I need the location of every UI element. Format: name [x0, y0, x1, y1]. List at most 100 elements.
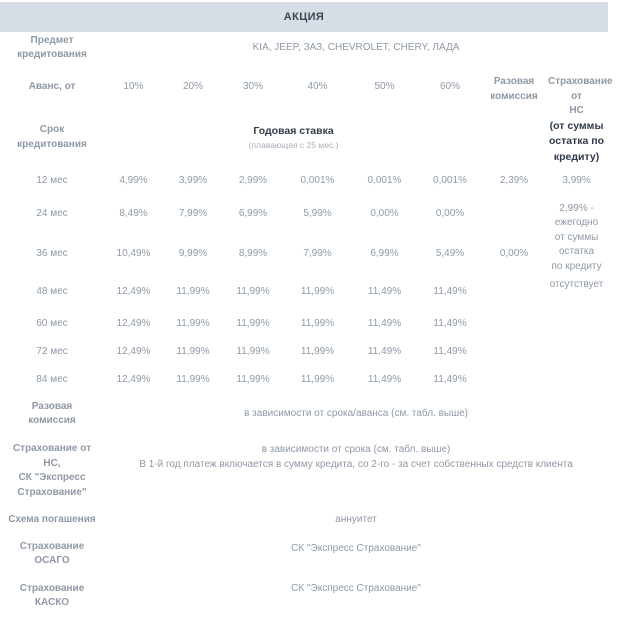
rate-60-60: 11,49%: [433, 318, 467, 329]
credit-terms-table: Предмет кредитования KIA, JEEP, ЗАЗ, CHEV…: [0, 32, 613, 618]
rate-48-10: 12,49%: [116, 286, 151, 297]
rate-12-60: 0,001%: [433, 174, 467, 186]
table-row-accident-insurance: Страхование от НС, СК "Экспресс Страхование…: [0, 434, 608, 506]
row-label-subject-text: Предмет кредитования: [17, 34, 87, 61]
table-row: 84 мес 12,49% 11,99% 11,99% 11,99% 11,49…: [0, 366, 608, 394]
advance-col-3: 30%: [223, 64, 283, 110]
row-label-kasko: Страхование КАСКО: [0, 574, 104, 618]
rate-48-30: 11,99%: [236, 286, 270, 297]
term-label-48: 48 мес: [36, 286, 68, 297]
table-row: 12 мес 4,99% 3,99% 2,99% 0,001% 0,001% 0…: [0, 166, 608, 196]
table-row-repayment-scheme: Схема погашения аннуитет: [0, 506, 608, 534]
row-label-repayment-scheme-text: Схема погашения: [8, 514, 96, 525]
rate-72-10: 12,49%: [116, 346, 151, 357]
rate-36-50: 6,99%: [370, 247, 399, 259]
rate-36-30: 8,99%: [238, 247, 268, 259]
term-label-60: 60 мес: [36, 318, 68, 329]
fee-48: [483, 274, 545, 310]
promo-title: АКЦИЯ: [283, 11, 325, 23]
table-row: 60 мес 12,49% 11,99% 11,99% 11,99% 11,49…: [0, 310, 608, 338]
advance-col-1-label: 10%: [123, 80, 144, 92]
rate-84-50: 11,49%: [367, 374, 402, 385]
promo-banner: АКЦИЯ: [0, 2, 608, 32]
row-label-repayment-scheme: Схема погашения: [0, 506, 104, 534]
rate-72-40: 11,99%: [300, 346, 335, 357]
table-row: 72 мес 12,49% 11,99% 11,99% 11,99% 11,49…: [0, 338, 608, 366]
row-label-term: Срок кредитования: [0, 110, 104, 166]
rate-36-60: 5,49%: [435, 247, 465, 259]
insurance-column-header: Страхование от НС (от суммы остатка по кред…: [545, 64, 613, 166]
rate-24-50: 0,00%: [370, 208, 399, 220]
rate-84-10: 12,49%: [116, 374, 151, 385]
fee-60: [483, 310, 545, 338]
fee-24: [483, 196, 545, 234]
rate-12-30: 2,99%: [238, 174, 268, 186]
table-row-kasko: Страхование КАСКО СК "Экспресс Страховани…: [0, 574, 608, 618]
rate-84-20: 11,99%: [176, 374, 210, 385]
row-label-subject: Предмет кредитования: [0, 32, 104, 64]
advance-col-3-label: 30%: [242, 80, 263, 92]
row-label-advance-text: Аванс, от: [28, 80, 76, 92]
rate-12-20: 3,99%: [178, 174, 208, 186]
rate-48-20: 11,99%: [176, 286, 210, 297]
row-label-one-time-fee-text: Разовая комиссия: [28, 400, 76, 427]
advance-col-1: 10%: [104, 64, 163, 110]
table-row-advance-header: Аванс, от 10% 20% 30% 40% 50% 60% Разова…: [0, 64, 613, 163]
insurance-column-header-title: Страхование от НС: [548, 76, 613, 116]
table-row-one-time-fee: Разовая комиссия в зависимости от срока/а…: [0, 394, 608, 434]
kasko-value: СК "Экспресс Страхование": [291, 583, 421, 595]
rate-12-50: 0,001%: [367, 174, 402, 186]
row-label-osago-text: Страхование ОСАГО: [19, 540, 85, 567]
row-label-accident-insurance: Страхование от НС, СК "Экспресс Страхование…: [0, 434, 104, 506]
advance-col-5-label: 50%: [374, 80, 395, 92]
repayment-scheme-value: аннуитет: [335, 514, 377, 525]
annual-rate-header: Годовая ставка (плавающая с 25 мес.): [104, 110, 483, 166]
row-label-advance: Аванс, от: [0, 64, 104, 110]
rate-48-50: 11,49%: [367, 286, 402, 297]
fee-12: 2,39%: [499, 174, 529, 186]
annual-rate-subtitle: (плавающая с 25 мес.): [248, 140, 339, 151]
row-label-kasko-text: Страхование КАСКО: [19, 582, 85, 609]
table-row-term-header: Срок кредитования Годовая ставка (плавающ…: [0, 110, 608, 166]
rate-60-20: 11,99%: [176, 318, 210, 329]
rate-36-10: 10,49%: [116, 247, 151, 259]
rate-72-30: 11,99%: [236, 346, 270, 357]
one-time-fee-value: в зависимости от срока/аванса (см. табл.…: [244, 408, 468, 419]
advance-col-2: 20%: [163, 64, 223, 110]
rate-36-40: 7,99%: [303, 247, 332, 259]
advance-col-6: 60%: [417, 64, 483, 110]
rate-72-60: 11,49%: [433, 346, 467, 357]
fee-column-header: Разовая комиссия: [483, 64, 545, 166]
rate-84-30: 11,99%: [236, 374, 270, 385]
rate-60-10: 12,49%: [116, 318, 151, 329]
fee-column-header-text: Разовая комиссия: [490, 76, 538, 102]
annual-rate-title: Годовая ставка: [253, 124, 334, 137]
rate-72-20: 11,99%: [176, 346, 210, 357]
row-label-osago: Страхование ОСАГО: [0, 534, 104, 574]
subject-value: KIA, JEEP, ЗАЗ, CHEVROLET, CHERY, ЛАДА: [252, 41, 460, 53]
rate-24-20: 7,99%: [178, 208, 208, 220]
rate-24-30: 6,99%: [238, 208, 268, 220]
rate-60-40: 11,99%: [300, 318, 335, 329]
advance-col-4: 40%: [283, 64, 352, 110]
term-label-84: 84 мес: [36, 374, 68, 385]
rate-12-10: 4,99%: [119, 174, 148, 186]
rate-48-60: 11,49%: [433, 286, 467, 297]
row-label-accident-insurance-text: Страхование от НС, СК "Экспресс Страхование…: [12, 443, 92, 498]
term-label-36: 36 мес: [36, 247, 68, 259]
table-row: 48 мес 12,49% 11,99% 11,99% 11,99% 11,49…: [0, 274, 608, 310]
accident-insurance-line2: В 1-й год платеж включается в сумму кред…: [139, 458, 573, 470]
rate-48-40: 11,99%: [300, 286, 335, 297]
fee-72: [483, 338, 545, 366]
rate-84-40: 11,99%: [300, 374, 335, 385]
advance-col-4-label: 40%: [307, 80, 328, 92]
rate-24-40: 5,99%: [303, 208, 332, 220]
rate-72-50: 11,49%: [367, 346, 402, 357]
fee-84: [483, 366, 545, 394]
rate-60-30: 11,99%: [236, 318, 270, 329]
accident-insurance-value: в зависимости от срока (см. табл. выше) …: [104, 434, 608, 506]
row-label-one-time-fee: Разовая комиссия: [0, 394, 104, 434]
insurance-48: отсутствует: [549, 279, 604, 291]
term-label-12: 12 мес: [36, 174, 68, 186]
promo-rate-table-page: АКЦИЯ Предмет кредитования KIA, JEEP, ЗАЗ…: [0, 2, 613, 608]
